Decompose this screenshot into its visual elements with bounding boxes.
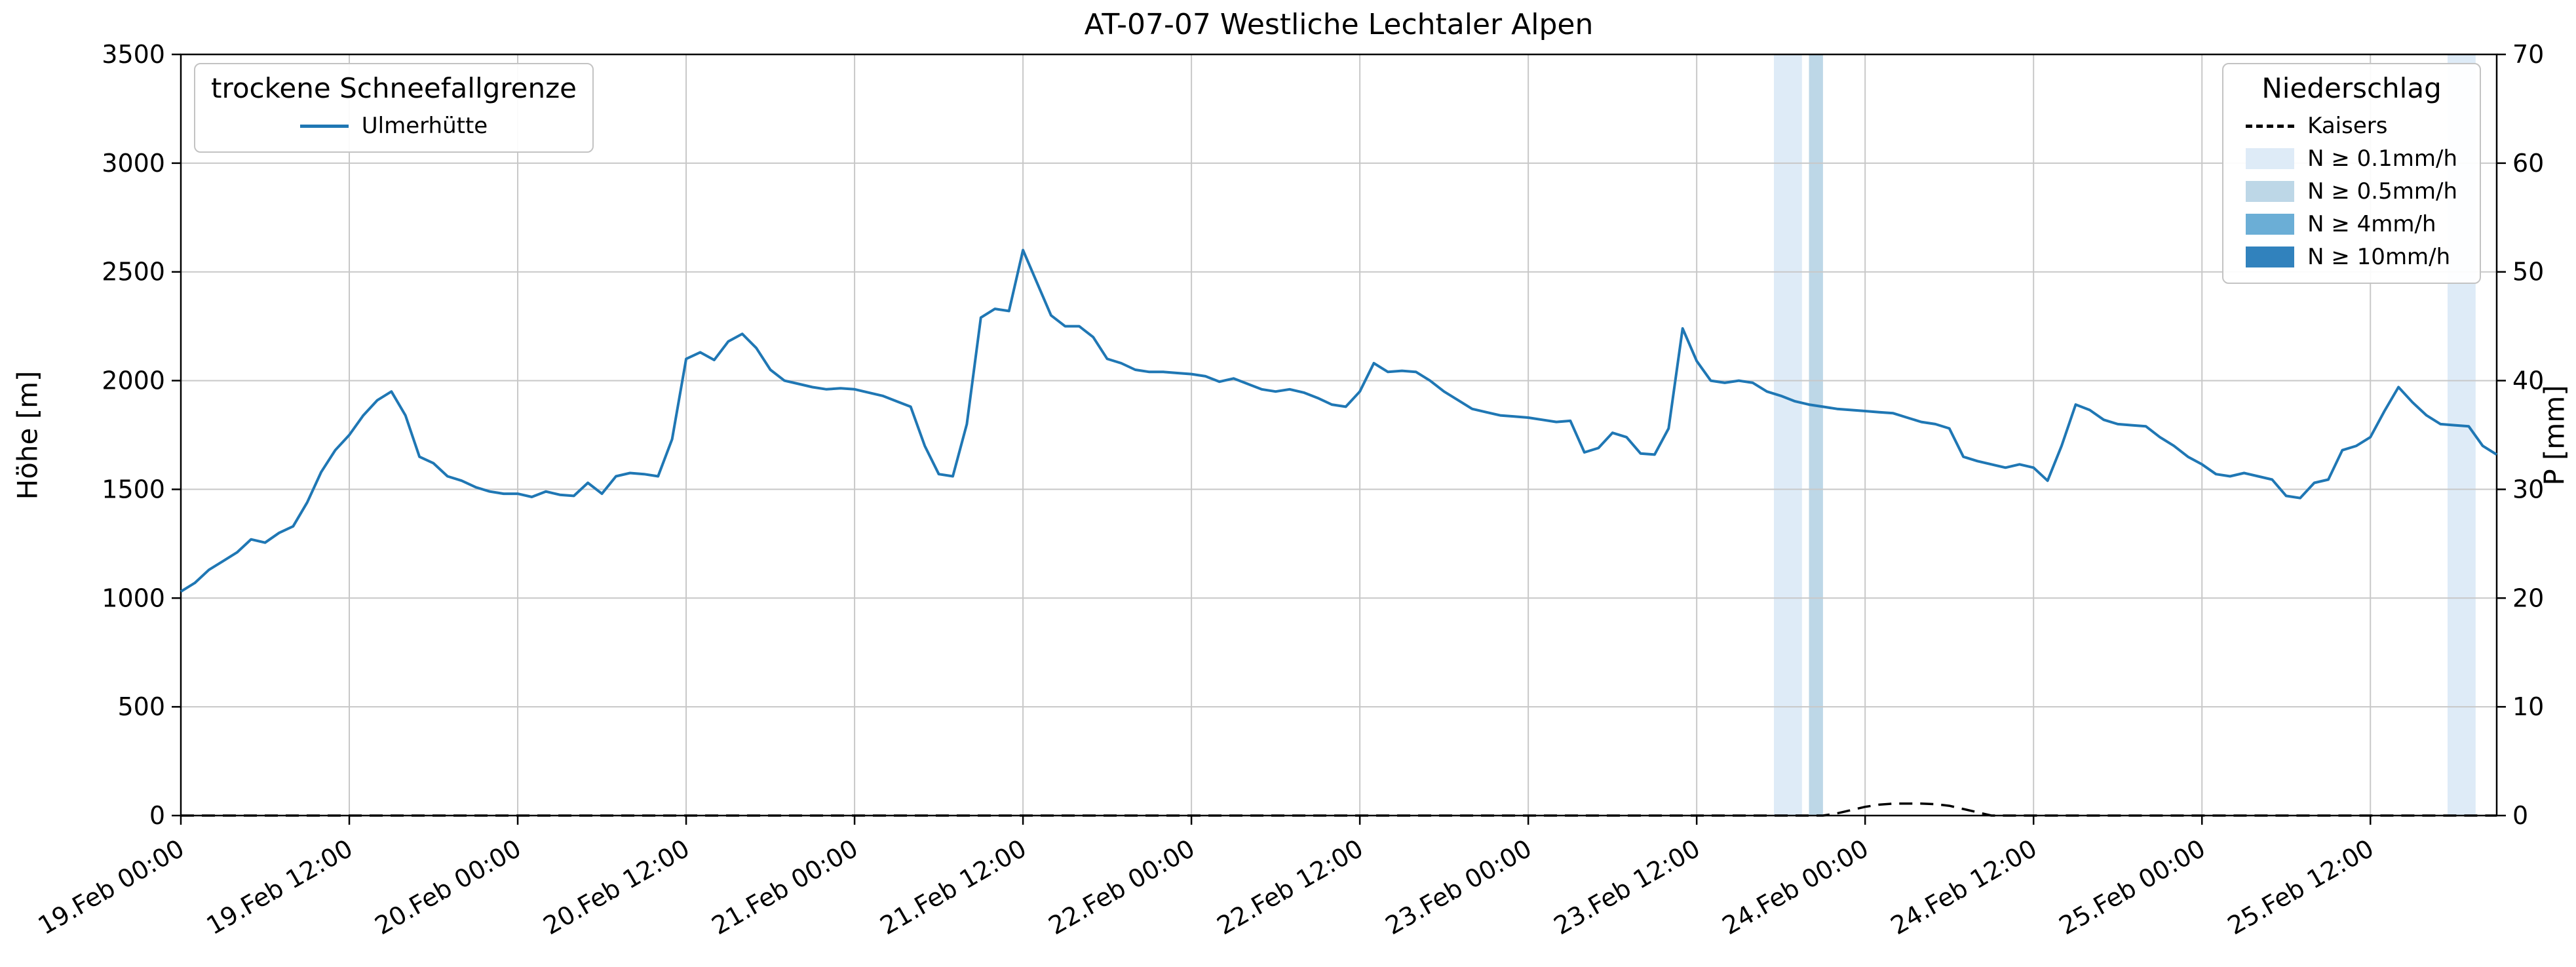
legend-item-ulmerhuette: Ulmerhütte (211, 109, 577, 142)
precip-band (1774, 54, 1802, 816)
y-left-tick-label: 3500 (102, 40, 165, 69)
y-right-tick-label: 50 (2512, 258, 2544, 286)
y-left-tick-label: 2000 (102, 366, 165, 395)
chart-title: AT-07-07 Westliche Lechtaler Alpen (1084, 8, 1594, 41)
legend-item-n05: N ≥ 0.5mm/h (2239, 175, 2464, 208)
precip-band (1809, 54, 1823, 816)
y-right-tick-label: 40 (2512, 366, 2544, 395)
legend-precip-title: Niederschlag (2261, 72, 2442, 104)
y-right-tick-label: 20 (2512, 583, 2544, 612)
legend-precip: Niederschlag Kaisers N ≥ 0.1mm/h N ≥ 0.5… (2222, 63, 2481, 284)
color-patch-icon (2246, 214, 2295, 235)
color-patch-icon (2246, 181, 2295, 202)
y-left-tick-label: 0 (149, 801, 165, 830)
legend-item-kaisers: Kaisers (2239, 109, 2464, 142)
line-swatch-icon (299, 124, 349, 128)
y-right-tick-label: 30 (2512, 475, 2544, 503)
legend-item-label: N ≥ 0.5mm/h (2307, 178, 2457, 205)
y-left-tick-label: 500 (117, 692, 165, 721)
dashed-line-swatch-icon (2246, 124, 2295, 128)
y-left-tick-label: 3000 (102, 149, 165, 178)
y-right-tick-label: 0 (2512, 801, 2528, 830)
y-right-tick-label: 60 (2512, 149, 2544, 178)
legend-item-n10: N ≥ 10mm/h (2239, 241, 2464, 273)
y-axis-label-right: P [mm] (2538, 385, 2571, 486)
legend-snowline-title: trockene Schneefallgrenze (211, 72, 577, 104)
color-patch-icon (2246, 247, 2295, 267)
legend-item-label: Ulmerhütte (361, 113, 488, 139)
legend-item-label: N ≥ 4mm/h (2307, 211, 2436, 237)
legend-item-n01: N ≥ 0.1mm/h (2239, 142, 2464, 175)
legend-item-label: N ≥ 0.1mm/h (2307, 146, 2457, 172)
y-axis-label-left: Höhe [m] (11, 370, 44, 500)
y-left-tick-label: 2500 (102, 258, 165, 286)
color-patch-icon (2246, 148, 2295, 169)
y-right-tick-label: 70 (2512, 40, 2544, 69)
series-line-ulmerh-tte (180, 248, 2498, 593)
legend-item-label: N ≥ 10mm/h (2307, 244, 2451, 270)
legend-item-label: Kaisers (2307, 113, 2388, 139)
y-right-tick-label: 10 (2512, 692, 2544, 721)
axis-ticks (172, 53, 2506, 825)
legend-item-n4: N ≥ 4mm/h (2239, 208, 2464, 241)
legend-snowline: trockene Schneefallgrenze Ulmerhütte (194, 63, 594, 153)
y-left-tick-label: 1500 (102, 475, 165, 503)
y-left-tick-label: 1000 (102, 583, 165, 612)
series-line-kaisers (181, 802, 2497, 817)
